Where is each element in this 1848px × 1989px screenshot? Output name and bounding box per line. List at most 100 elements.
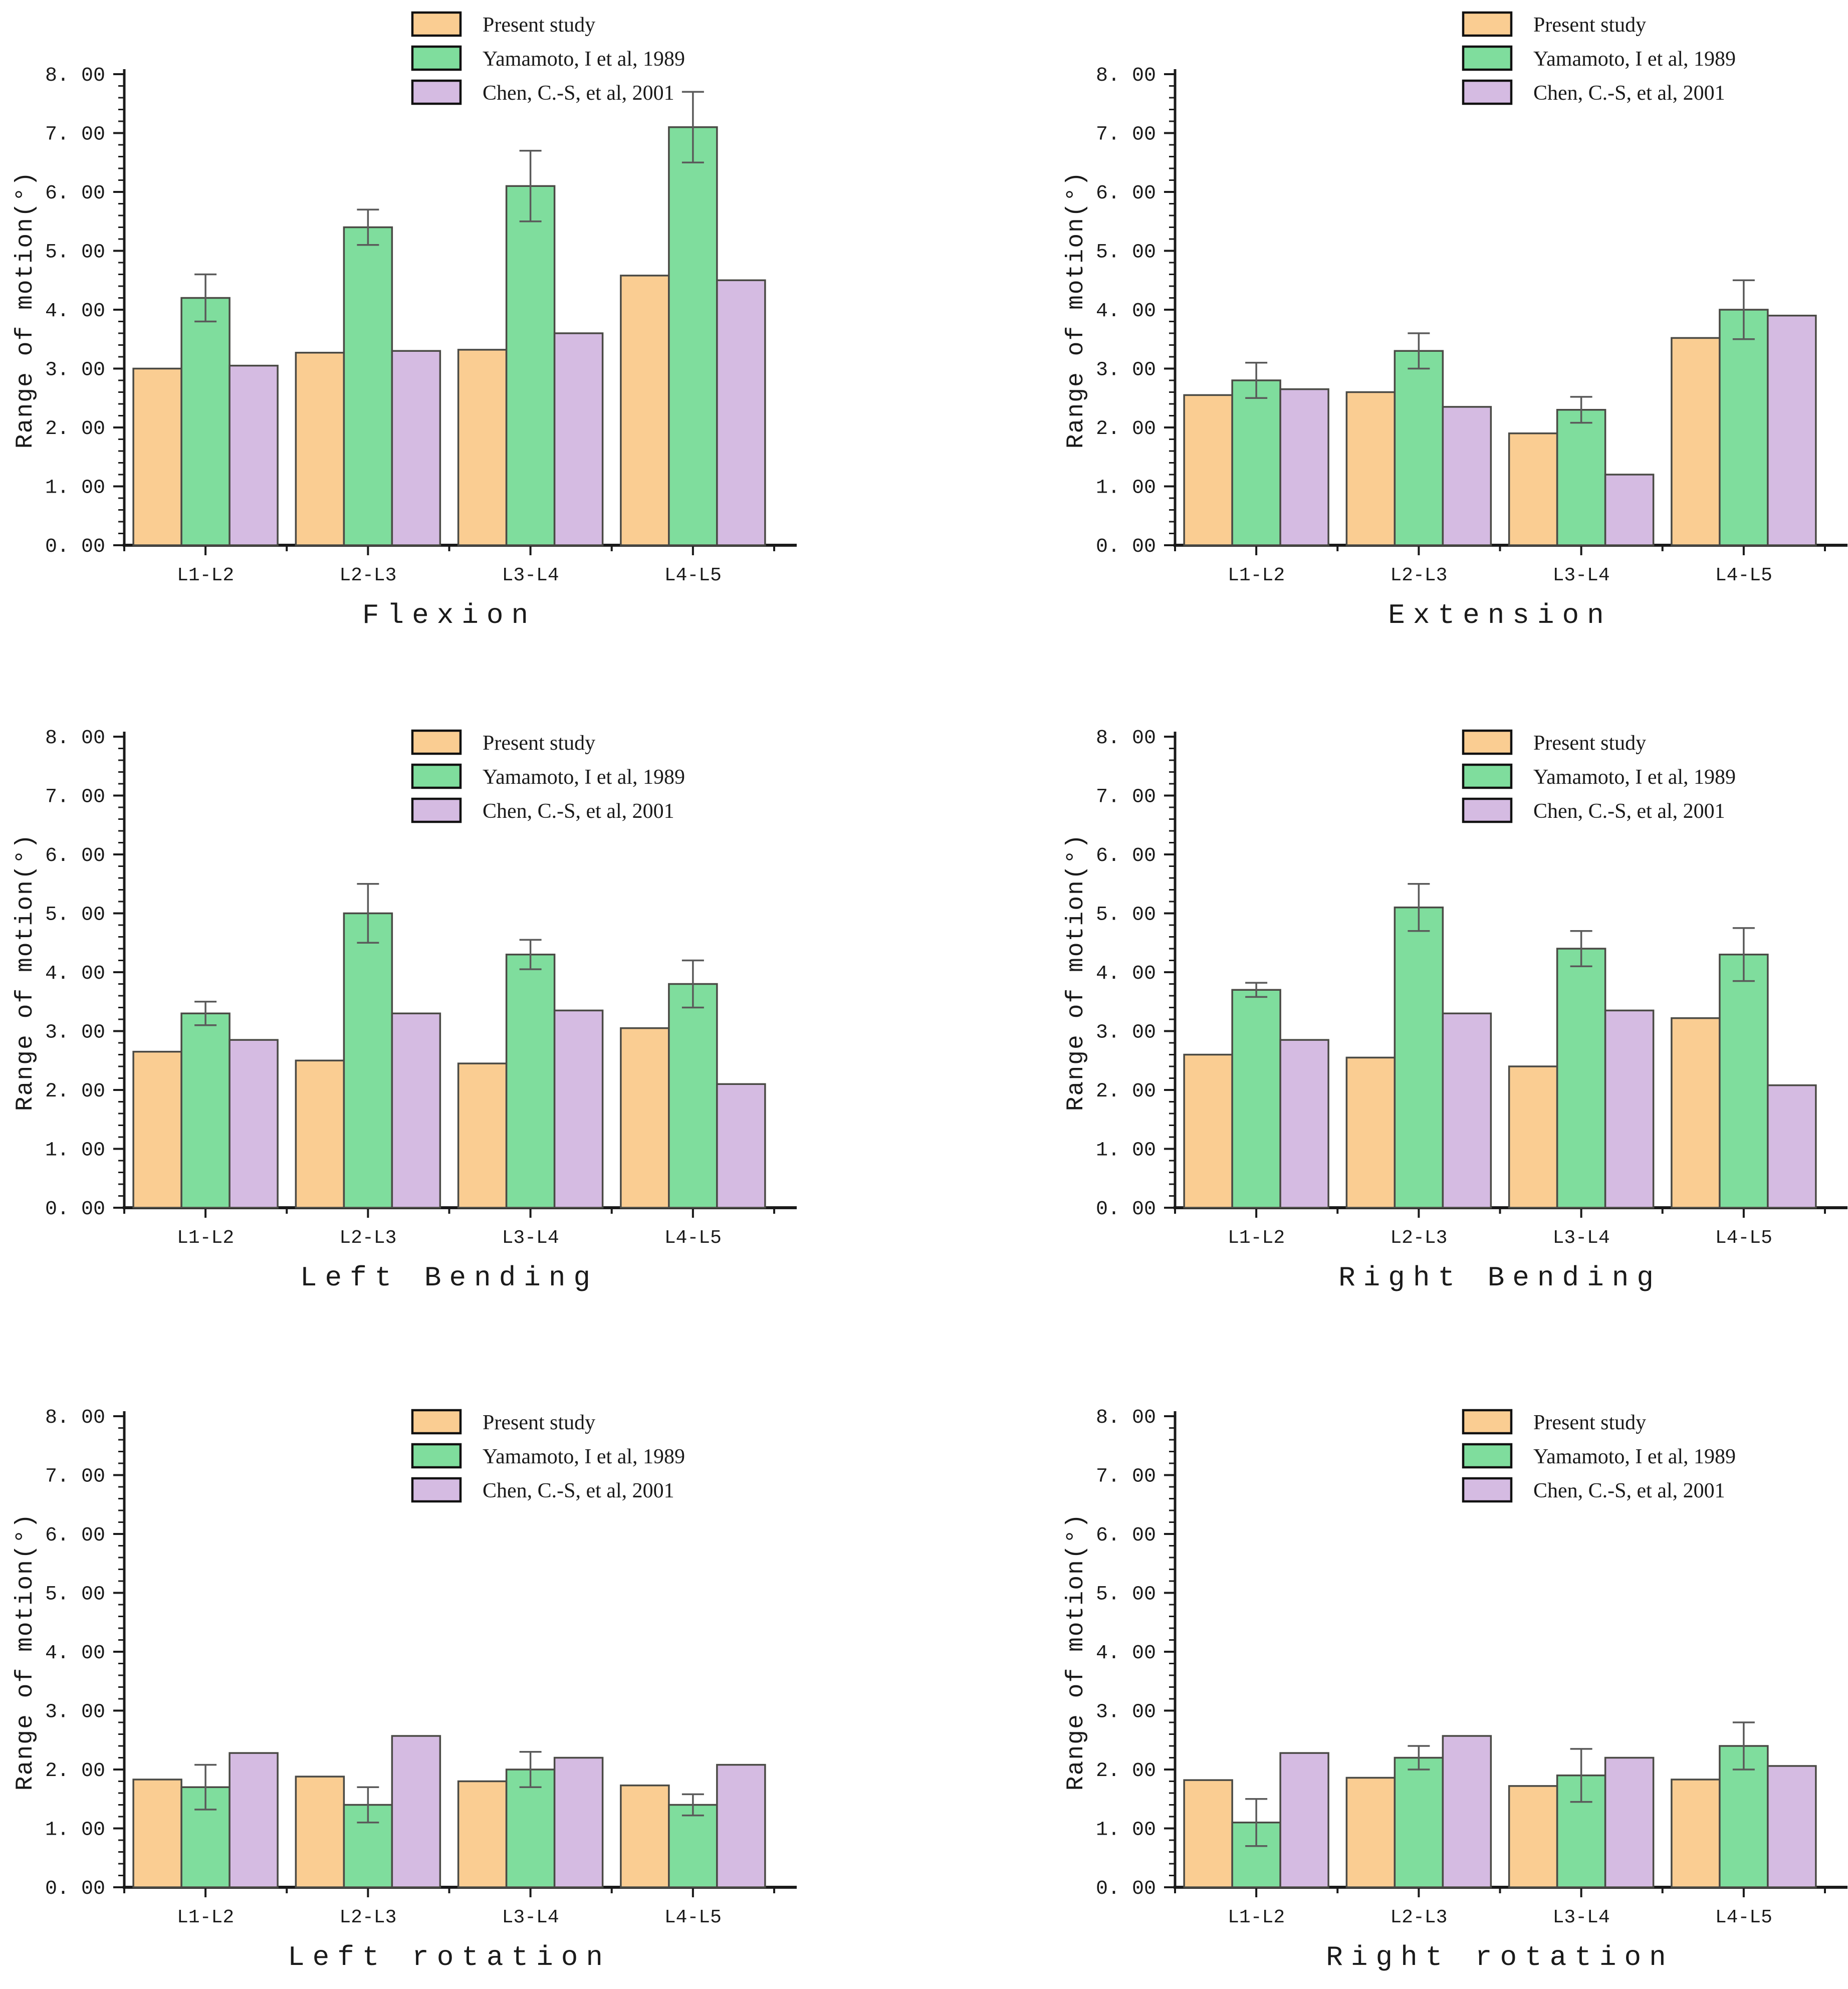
bar-flexion-s1-L3-L4 <box>505 185 556 546</box>
legend: Present study Yamamoto, I et al, 1989 Chen… <box>1462 729 1736 823</box>
chart-extension: 0. 00 1. 00 2. 00 3. 00 4. 00 5. 00 6. 00 7. 00… <box>1063 11 1847 631</box>
y-tick-label: 3. 00 <box>45 1022 105 1044</box>
y-tick-label: 0. 00 <box>1096 1198 1156 1221</box>
legend-swatch-0 <box>1462 729 1513 755</box>
y-tick-label: 7. 00 <box>45 1466 105 1488</box>
y-tick-label: 7. 00 <box>45 124 105 146</box>
x-tick-label: L2-L3 <box>339 1907 396 1928</box>
bar-extension-s1-L4-L5 <box>1719 309 1769 546</box>
x-tick-label: L2-L3 <box>339 565 396 586</box>
y-tick-label: 7. 00 <box>45 786 105 809</box>
legend-swatch-2 <box>411 79 462 105</box>
panel-left-bending: 0. 00 1. 00 2. 00 3. 00 4. 00 5. 00 6. 00 7. 00… <box>0 663 924 1326</box>
bar-flexion-s2-L2-L3 <box>391 350 441 546</box>
bar-flexion-s1-L4-L5 <box>668 126 718 546</box>
x-tick-label: L4-L5 <box>664 1907 722 1928</box>
panel-right-bending: 0. 00 1. 00 2. 00 3. 00 4. 00 5. 00 6. 00 7. 00… <box>924 663 1848 1326</box>
y-tick-label: 2. 00 <box>45 1760 105 1783</box>
legend-label-0: Present study <box>1533 732 1646 755</box>
bar-right-bending-s0-L4-L5 <box>1671 1017 1721 1209</box>
x-tick-label: L3-L4 <box>502 565 559 586</box>
bar-left-bending-s2-L3-L4 <box>553 1009 604 1209</box>
panel-title: Right Bending <box>1338 1262 1662 1294</box>
y-tick-label: 5. 00 <box>45 904 105 927</box>
legend-label-1: Yamamoto, I et al, 1989 <box>483 1445 685 1468</box>
panel-title: Right rotation <box>1326 1941 1674 1973</box>
bar-flexion-s2-L1-L2 <box>228 364 279 546</box>
bar-left-bending-s2-L2-L3 <box>391 1012 441 1209</box>
legend-swatch-2 <box>411 1477 462 1503</box>
y-tick-label: 2. 00 <box>1096 418 1156 440</box>
y-axis-title: Range of motion(°) <box>1063 171 1090 449</box>
bar-extension-s0-L2-L3 <box>1345 391 1396 546</box>
bar-flexion-s2-L3-L4 <box>553 332 604 546</box>
y-tick-label: 8. 00 <box>45 1407 105 1429</box>
panel-right-rotation: 0. 00 1. 00 2. 00 3. 00 4. 00 5. 00 6. 00 7. 00… <box>924 1326 1848 1988</box>
y-tick-label: 7. 00 <box>1096 786 1156 809</box>
y-tick-label: 3. 00 <box>45 1701 105 1724</box>
legend-swatch-2 <box>1462 1477 1513 1503</box>
bar-extension-s2-L4-L5 <box>1767 315 1817 546</box>
bar-flexion-s0-L1-L2 <box>132 367 182 546</box>
legend-swatch-2 <box>411 797 462 823</box>
y-axis-title: Range of motion(°) <box>1063 833 1090 1111</box>
legend-swatch-2 <box>1462 79 1513 105</box>
y-tick-label: 0. 00 <box>45 1878 105 1900</box>
y-tick-label: 8. 00 <box>45 727 105 750</box>
bar-flexion-s0-L4-L5 <box>620 275 670 546</box>
legend-swatch-1 <box>1462 45 1513 71</box>
bar-right-rotation-s2-L3-L4 <box>1604 1756 1655 1888</box>
legend-label-2: Chen, C.-S, et al, 2001 <box>483 1479 674 1502</box>
legend-label-0: Present study <box>1533 1411 1646 1434</box>
x-tick-label: L1-L2 <box>1228 565 1285 586</box>
y-tick-label: 3. 00 <box>1096 359 1156 382</box>
y-tick-label: 2. 00 <box>45 418 105 440</box>
legend-label-0: Present study <box>1533 14 1646 37</box>
bar-right-rotation-s2-L1-L2 <box>1279 1752 1329 1888</box>
legend-label-1: Yamamoto, I et al, 1989 <box>1533 48 1736 71</box>
bar-left-bending-s1-L4-L5 <box>668 983 718 1209</box>
y-axis-title: Range of motion(°) <box>12 171 39 449</box>
y-tick-label: 0. 00 <box>45 1198 105 1221</box>
bar-right-bending-s1-L3-L4 <box>1556 948 1606 1209</box>
legend-swatch-1 <box>1462 1443 1513 1469</box>
bar-right-rotation-s0-L1-L2 <box>1183 1779 1233 1888</box>
y-tick-label: 0. 00 <box>45 536 105 558</box>
legend: Present study Yamamoto, I et al, 1989 Chen… <box>411 729 685 823</box>
y-tick-label: 2. 00 <box>1096 1760 1156 1783</box>
y-tick-label: 1. 00 <box>45 1819 105 1842</box>
bar-left-rotation-s2-L4-L5 <box>716 1763 766 1888</box>
x-tick-label: L3-L4 <box>1553 1227 1610 1249</box>
bar-left-bending-s0-L4-L5 <box>620 1027 670 1209</box>
bar-extension-s2-L1-L2 <box>1279 388 1329 546</box>
legend-swatch-1 <box>411 763 462 789</box>
legend-swatch-0 <box>1462 11 1513 37</box>
bar-extension-s1-L1-L2 <box>1231 379 1281 546</box>
x-tick-label: L4-L5 <box>1715 1227 1772 1249</box>
bar-extension-s0-L4-L5 <box>1671 337 1721 546</box>
y-tick-label: 5. 00 <box>1096 904 1156 927</box>
bar-left-bending-s0-L2-L3 <box>295 1059 345 1209</box>
x-tick-label: L2-L3 <box>339 1227 396 1249</box>
y-axis-title: Range of motion(°) <box>1063 1513 1090 1791</box>
x-tick-label: L1-L2 <box>1228 1907 1285 1928</box>
bar-right-bending-s1-L2-L3 <box>1394 907 1444 1209</box>
bar-left-rotation-s0-L1-L2 <box>132 1779 182 1888</box>
y-tick-label: 5. 00 <box>1096 1584 1156 1606</box>
chart-right-bending: 0. 00 1. 00 2. 00 3. 00 4. 00 5. 00 6. 00 7. 00… <box>1063 727 1847 1294</box>
bar-right-bending-s0-L2-L3 <box>1345 1056 1396 1209</box>
legend-label-2: Chen, C.-S, et al, 2001 <box>483 82 674 105</box>
x-tick-label: L2-L3 <box>1390 1227 1447 1249</box>
y-tick-label: 5. 00 <box>45 1584 105 1606</box>
bar-left-rotation-s2-L3-L4 <box>553 1756 604 1888</box>
bar-right-rotation-s0-L3-L4 <box>1508 1785 1558 1888</box>
bar-right-rotation-s0-L2-L3 <box>1345 1777 1396 1888</box>
y-tick-label: 4. 00 <box>45 963 105 985</box>
legend-label-0: Present study <box>483 1411 595 1434</box>
bar-left-bending-s1-L1-L2 <box>180 1012 230 1209</box>
x-tick-label: L4-L5 <box>664 1227 722 1249</box>
panel-title: Flexion <box>362 599 536 631</box>
bar-right-bending-s2-L2-L3 <box>1442 1012 1492 1209</box>
chart-left-bending: 0. 00 1. 00 2. 00 3. 00 4. 00 5. 00 6. 00 7. 00… <box>12 727 797 1294</box>
